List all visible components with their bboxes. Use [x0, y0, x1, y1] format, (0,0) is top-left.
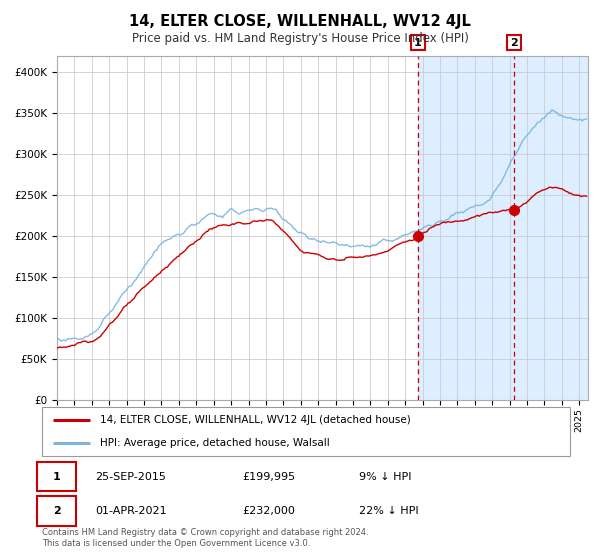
Text: 2: 2 — [510, 38, 518, 48]
Text: 25-SEP-2015: 25-SEP-2015 — [95, 472, 166, 482]
FancyBboxPatch shape — [37, 462, 76, 492]
Text: 1: 1 — [414, 38, 422, 48]
Text: HPI: Average price, detached house, Walsall: HPI: Average price, detached house, Wals… — [100, 438, 330, 448]
FancyBboxPatch shape — [37, 496, 76, 525]
Text: £232,000: £232,000 — [242, 506, 296, 516]
Text: £199,995: £199,995 — [242, 472, 296, 482]
Text: 2: 2 — [53, 506, 61, 516]
Text: Contains HM Land Registry data © Crown copyright and database right 2024.
This d: Contains HM Land Registry data © Crown c… — [42, 528, 368, 548]
Text: 22% ↓ HPI: 22% ↓ HPI — [359, 506, 418, 516]
Text: 14, ELTER CLOSE, WILLENHALL, WV12 4JL (detached house): 14, ELTER CLOSE, WILLENHALL, WV12 4JL (d… — [100, 416, 411, 426]
Text: 01-APR-2021: 01-APR-2021 — [95, 506, 166, 516]
Bar — [418, 56, 588, 400]
Text: 9% ↓ HPI: 9% ↓ HPI — [359, 472, 412, 482]
Text: 14, ELTER CLOSE, WILLENHALL, WV12 4JL: 14, ELTER CLOSE, WILLENHALL, WV12 4JL — [129, 14, 471, 29]
Text: 1: 1 — [53, 472, 61, 482]
Text: Price paid vs. HM Land Registry's House Price Index (HPI): Price paid vs. HM Land Registry's House … — [131, 32, 469, 45]
